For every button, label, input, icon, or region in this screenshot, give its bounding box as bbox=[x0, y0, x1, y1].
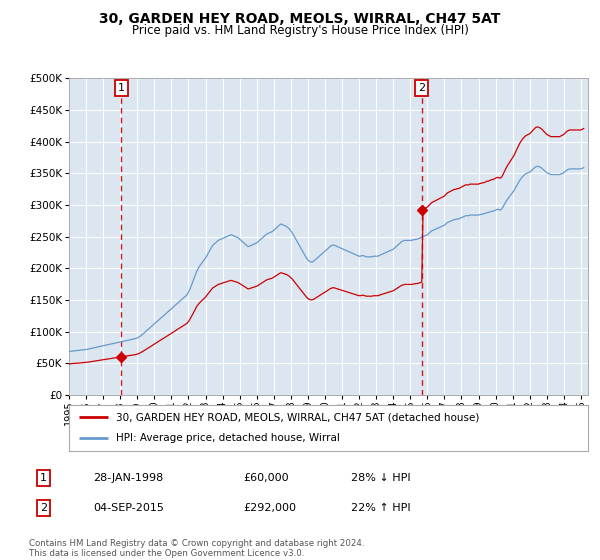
Text: This data is licensed under the Open Government Licence v3.0.: This data is licensed under the Open Gov… bbox=[29, 549, 304, 558]
Text: 30, GARDEN HEY ROAD, MEOLS, WIRRAL, CH47 5AT: 30, GARDEN HEY ROAD, MEOLS, WIRRAL, CH47… bbox=[100, 12, 500, 26]
Text: 30, GARDEN HEY ROAD, MEOLS, WIRRAL, CH47 5AT (detached house): 30, GARDEN HEY ROAD, MEOLS, WIRRAL, CH47… bbox=[116, 412, 479, 422]
Text: 28-JAN-1998: 28-JAN-1998 bbox=[93, 473, 163, 483]
Text: £292,000: £292,000 bbox=[243, 503, 296, 513]
Text: 2: 2 bbox=[418, 83, 425, 93]
Text: 1: 1 bbox=[40, 473, 47, 483]
Text: 2: 2 bbox=[40, 503, 47, 513]
Text: 04-SEP-2015: 04-SEP-2015 bbox=[93, 503, 164, 513]
Text: HPI: Average price, detached house, Wirral: HPI: Average price, detached house, Wirr… bbox=[116, 433, 340, 444]
Text: 1: 1 bbox=[118, 83, 125, 93]
Text: £60,000: £60,000 bbox=[243, 473, 289, 483]
Text: Price paid vs. HM Land Registry's House Price Index (HPI): Price paid vs. HM Land Registry's House … bbox=[131, 24, 469, 37]
Text: Contains HM Land Registry data © Crown copyright and database right 2024.: Contains HM Land Registry data © Crown c… bbox=[29, 539, 364, 548]
Text: 22% ↑ HPI: 22% ↑ HPI bbox=[351, 503, 410, 513]
Text: 28% ↓ HPI: 28% ↓ HPI bbox=[351, 473, 410, 483]
